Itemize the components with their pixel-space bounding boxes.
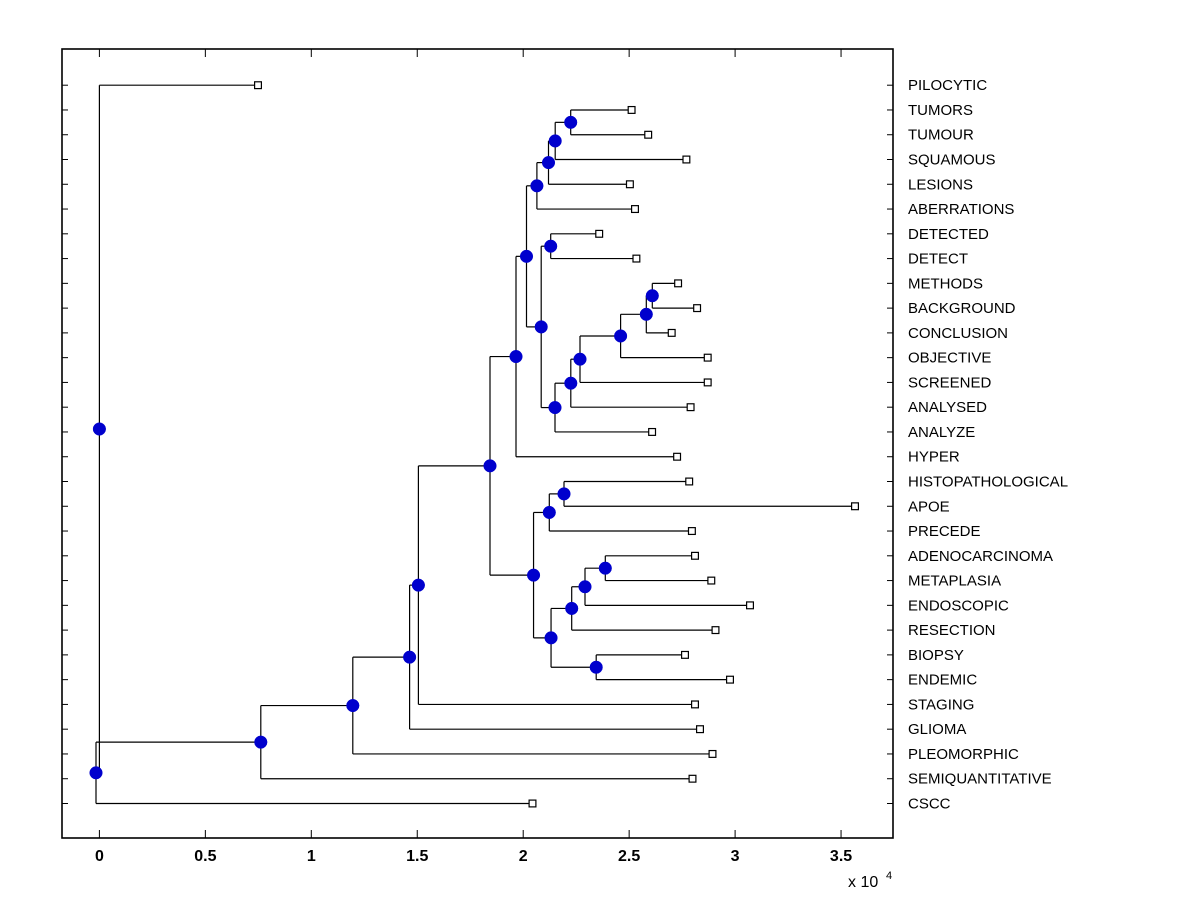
svg-text:HYPER: HYPER — [908, 449, 960, 466]
svg-text:ENDEMIC: ENDEMIC — [908, 672, 977, 689]
svg-text:1.5: 1.5 — [406, 848, 428, 865]
svg-text:HISTOPATHOLOGICAL: HISTOPATHOLOGICAL — [908, 474, 1068, 491]
svg-text:BACKGROUND: BACKGROUND — [908, 300, 1016, 317]
svg-text:CONCLUSION: CONCLUSION — [908, 325, 1008, 342]
svg-text:BIOPSY: BIOPSY — [908, 647, 964, 664]
svg-text:SCREENED: SCREENED — [908, 374, 992, 391]
svg-text:DETECTED: DETECTED — [908, 226, 989, 243]
svg-text:SEMIQUANTITATIVE: SEMIQUANTITATIVE — [908, 771, 1052, 788]
svg-text:OBJECTIVE: OBJECTIVE — [908, 350, 991, 367]
svg-text:ABERRATIONS: ABERRATIONS — [908, 201, 1014, 218]
svg-text:PLEOMORPHIC: PLEOMORPHIC — [908, 746, 1019, 763]
svg-text:3.5: 3.5 — [830, 848, 852, 865]
svg-text:METHODS: METHODS — [908, 275, 983, 292]
svg-text:TUMOUR: TUMOUR — [908, 127, 974, 144]
svg-text:ENDOSCOPIC: ENDOSCOPIC — [908, 597, 1009, 614]
svg-text:METAPLASIA: METAPLASIA — [908, 573, 1001, 590]
svg-text:CSCC: CSCC — [908, 795, 951, 812]
svg-text:PILOCYTIC: PILOCYTIC — [908, 77, 987, 94]
svg-text:2: 2 — [519, 848, 528, 865]
svg-text:GLIOMA: GLIOMA — [908, 721, 966, 738]
svg-text:4: 4 — [886, 870, 892, 882]
svg-text:ADENOCARCINOMA: ADENOCARCINOMA — [908, 548, 1053, 565]
svg-text:0: 0 — [95, 848, 104, 865]
svg-text:2.5: 2.5 — [618, 848, 640, 865]
svg-text:DETECT: DETECT — [908, 251, 968, 268]
svg-text:PRECEDE: PRECEDE — [908, 523, 981, 540]
svg-text:LESIONS: LESIONS — [908, 176, 973, 193]
svg-text:0.5: 0.5 — [194, 848, 216, 865]
svg-text:APOE: APOE — [908, 498, 950, 515]
svg-text:ANALYZE: ANALYZE — [908, 424, 975, 441]
svg-text:1: 1 — [307, 848, 316, 865]
svg-text:RESECTION: RESECTION — [908, 622, 996, 639]
svg-text:STAGING: STAGING — [908, 696, 974, 713]
svg-text:SQUAMOUS: SQUAMOUS — [908, 152, 996, 169]
svg-text:TUMORS: TUMORS — [908, 102, 973, 119]
svg-text:ANALYSED: ANALYSED — [908, 399, 987, 416]
svg-text:x 10: x 10 — [848, 874, 878, 891]
svg-text:3: 3 — [731, 848, 740, 865]
